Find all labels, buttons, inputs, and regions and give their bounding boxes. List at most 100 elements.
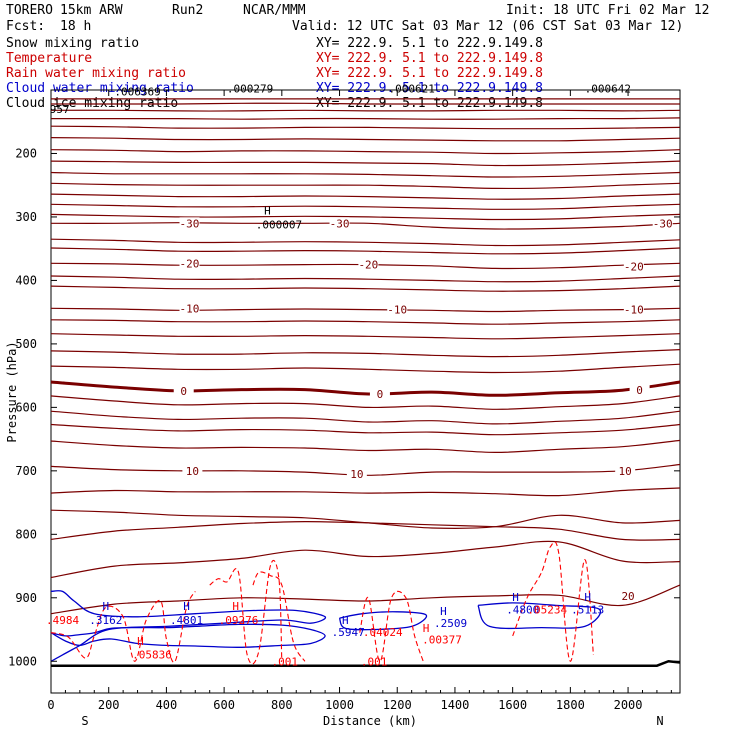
header-init: Init: 18 UTC Fri 02 Mar 12	[506, 3, 710, 18]
y-tick-label: 900	[15, 591, 37, 605]
y-tick-label: 700	[15, 464, 37, 478]
isotherm-label-mask	[629, 384, 650, 397]
isotherm-line	[50, 149, 681, 155]
isotherm-label-mask	[387, 303, 408, 316]
isotherm-label: 10	[619, 465, 632, 478]
isotherm-line	[50, 247, 681, 255]
isotherm-label-mask	[346, 468, 367, 481]
rain-water-contour	[50, 591, 196, 663]
extremum-annotation: .05234	[527, 604, 567, 617]
cloud-water-contour	[477, 602, 602, 630]
extremum-annotation: .000279	[227, 83, 273, 96]
isotherm-label-mask	[173, 384, 194, 397]
isotherm-line	[50, 213, 681, 221]
temperature-contours	[50, 98, 681, 615]
x-tick-label: 200	[98, 698, 120, 712]
x-tick-label: 600	[213, 698, 235, 712]
x-tick-label: 800	[271, 698, 293, 712]
isotherm-line	[50, 410, 681, 425]
extremum-annotation: .000621	[388, 83, 434, 96]
header: TORERO 15km ARW Run2 NCAR/MMM Init: 18 U…	[6, 3, 710, 34]
isotherm-line	[50, 125, 681, 130]
isotherm-label: 0	[180, 385, 187, 398]
isotherm-label-mask	[179, 257, 200, 270]
isotherm-line	[50, 319, 681, 325]
extremum-annotation: .000642	[585, 83, 631, 96]
rain-water-contour	[209, 560, 283, 665]
extremum-annotation: .001	[361, 656, 388, 669]
extremum-annotation: H	[183, 600, 190, 613]
extremum-annotation: H	[423, 622, 430, 635]
header-org: NCAR/MMM	[243, 3, 306, 18]
isotherm-line	[50, 487, 681, 497]
x-tick-label: 1600	[498, 698, 527, 712]
rain-water-contour	[512, 541, 594, 662]
ground-surface	[51, 659, 681, 667]
extremum-annotation: .000007	[256, 218, 302, 231]
isotherm-line	[50, 193, 681, 200]
isotherm-line	[50, 171, 681, 178]
extremum-annotation: .4984	[46, 614, 79, 627]
y-axis-label: Pressure (hPa)	[5, 341, 19, 442]
plot-area: -30 -30 -30 -20 -20 -20 -10 -10 -10 0 0 0 10 10 10 20 H…	[46, 83, 681, 694]
legend-cloud-water-name: Cloud water mixing ratio	[6, 81, 194, 96]
legend-temperature-name: Temperature	[6, 51, 92, 66]
header-run: Run2	[172, 3, 203, 18]
x-tick-label: 1400	[440, 698, 469, 712]
isotherm-line	[50, 222, 681, 230]
extremum-annotation: .2509	[434, 617, 467, 630]
cloud-water-contour	[338, 611, 428, 631]
header-model: TORERO	[6, 3, 53, 18]
isotherm-line	[50, 463, 681, 476]
isotherm-line	[50, 285, 681, 292]
extremum-annotation: .5947	[332, 626, 365, 639]
legend: Snow mixing ratio XY= 222.9. 5.1 to 222.…	[6, 36, 543, 111]
contour-labels: -30 -30 -30 -20 -20 -20 -10 -10 -10 0 0 0 10 10 10 20	[173, 217, 673, 603]
isotherm-line	[50, 109, 681, 112]
header-fcst-value: 18 h	[60, 19, 91, 34]
legend-snow-name: Snow mixing ratio	[6, 36, 139, 51]
isotherm-label: -20	[358, 259, 378, 272]
isotherm-line	[50, 160, 681, 167]
legend-snow-xy: XY= 222.9. 5.1 to 222.9.149.8	[316, 36, 543, 51]
extremum-annotation: H	[137, 635, 144, 648]
legend-temperature-xy: XY= 222.9. 5.1 to 222.9.149.8	[316, 51, 543, 66]
x-tick-label: 0	[47, 698, 54, 712]
isotherm-line	[50, 363, 681, 374]
x-axis-south-label: S	[81, 714, 88, 728]
isotherm-label-mask	[329, 217, 350, 230]
y-tick-label: 600	[15, 400, 37, 414]
isotherm-line	[50, 395, 681, 410]
isotherm-line	[50, 275, 681, 283]
x-tick-label: 1800	[556, 698, 585, 712]
x-axis-north-label: N	[656, 714, 663, 728]
isotherm-line	[50, 238, 681, 247]
isotherm-label: -30	[653, 217, 673, 230]
header-valid: Valid: 12 UTC Sat 03 Mar 12 (06 CST Sat …	[292, 19, 683, 34]
plot-frame	[50, 89, 681, 694]
extremum-annotation: .4801	[170, 614, 203, 627]
legend-rain-name: Rain water mixing ratio	[6, 66, 186, 81]
extrema-annotations: H.3162H.4801H.09276.4984H.05836.001H.594…	[46, 83, 631, 669]
isotherm-line	[50, 203, 681, 210]
isotherm-line	[50, 540, 681, 579]
extremum-annotation: H	[232, 600, 239, 613]
isotherm-label-mask	[652, 217, 673, 230]
isotherm-line	[50, 423, 681, 436]
y-tick-label: 200	[15, 146, 37, 160]
isotherm-line	[50, 349, 681, 358]
extremum-annotation: H	[264, 204, 271, 217]
isotherm-label: -30	[330, 217, 350, 230]
extremum-annotation: .3162	[89, 614, 122, 627]
isotherm-line	[50, 137, 681, 142]
isotherm-line	[50, 333, 681, 340]
isotherm-label: -10	[387, 304, 407, 317]
y-tick-label: 500	[15, 337, 37, 351]
cloud-water-contours	[50, 590, 602, 662]
extremum-annotation: H	[103, 600, 110, 613]
isotherm-label: -10	[624, 304, 644, 317]
isotherm-label: 0	[636, 384, 643, 397]
legend-rain-xy: XY= 222.9. 5.1 to 222.9.149.8	[316, 66, 543, 81]
